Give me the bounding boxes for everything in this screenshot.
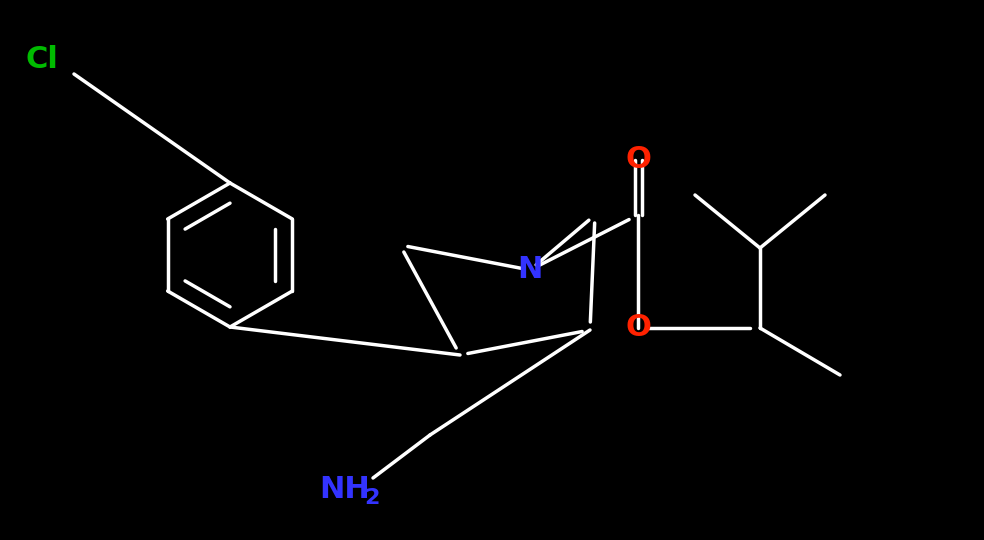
Text: 2: 2 (364, 488, 380, 508)
Text: O: O (625, 145, 651, 174)
Text: O: O (625, 314, 651, 342)
Text: Cl: Cl (26, 45, 58, 75)
Text: N: N (518, 255, 543, 285)
Text: NH: NH (320, 476, 370, 504)
